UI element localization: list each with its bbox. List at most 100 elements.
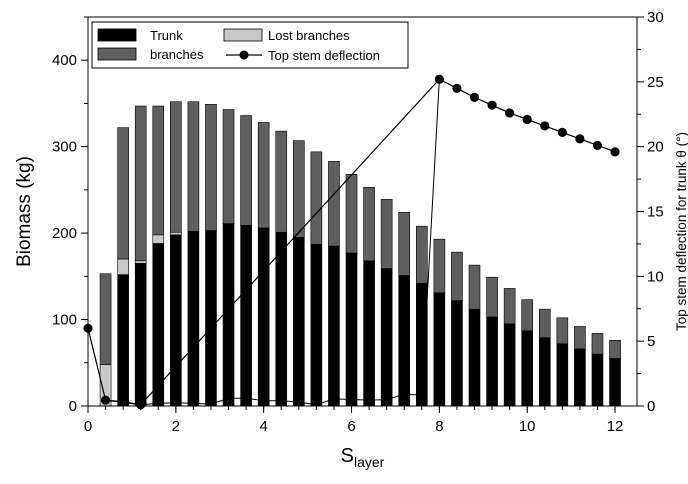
deflection-point-7 xyxy=(505,108,515,118)
y2-tick-label-10: 10 xyxy=(647,268,664,285)
legend-label-branches: branches xyxy=(150,47,204,62)
x-tick-label-10: 10 xyxy=(519,418,536,435)
bar-branches-3 xyxy=(152,105,165,236)
deflection-point-13 xyxy=(610,147,620,157)
bar-trunk-9 xyxy=(257,227,270,407)
bar-trunk-21 xyxy=(468,308,481,407)
y-tick-label-0: 0 xyxy=(69,398,77,415)
bar-trunk-8 xyxy=(240,225,252,407)
legend-swatch-trunk xyxy=(97,28,137,42)
bar-branches-16 xyxy=(380,199,393,269)
legend: Trunk Lost branches branches Top stem de… xyxy=(91,21,409,69)
x-tick-label-8: 8 xyxy=(435,418,443,435)
deflection-thin-line-layer xyxy=(105,79,440,406)
bar-lost-branches-1 xyxy=(117,258,129,275)
bar-trunk-20 xyxy=(451,300,463,407)
bar-branches-12 xyxy=(310,151,323,245)
bar-branches-29 xyxy=(609,339,621,359)
y-axis-label: Biomass (kg) xyxy=(14,156,35,267)
deflection-point-1 xyxy=(100,395,111,405)
bar-branches-6 xyxy=(205,104,217,231)
bar-trunk-24 xyxy=(521,330,534,407)
deflection-point-10 xyxy=(557,127,567,137)
bar-branches-27 xyxy=(574,326,586,350)
bar-trunk-25 xyxy=(538,337,551,407)
y2-tick-label-25: 25 xyxy=(647,74,664,91)
bar-branches-10 xyxy=(275,130,288,233)
x-axis-label-subscript: layer xyxy=(354,454,385,470)
bar-trunk-10 xyxy=(275,231,288,407)
legend-marker-deflection xyxy=(239,50,249,60)
bar-trunk-17 xyxy=(398,275,411,407)
y2-tick-label-0: 0 xyxy=(647,398,655,415)
deflection-point-4 xyxy=(452,83,462,93)
bar-lost-branches-2 xyxy=(134,260,147,264)
y-tick-label-100: 100 xyxy=(52,312,77,329)
bar-trunk-22 xyxy=(486,316,498,407)
bar-trunk-12 xyxy=(310,244,323,407)
bar-trunk-19 xyxy=(433,292,446,407)
bar-branches-11 xyxy=(293,140,305,238)
bar-branches-8 xyxy=(240,115,252,226)
bar-trunk-26 xyxy=(556,343,569,407)
bar-branches-18 xyxy=(415,225,428,284)
bar-branches-21 xyxy=(468,264,481,310)
bar-branches-26 xyxy=(556,317,569,345)
y2-tick-label-30: 30 xyxy=(647,9,664,26)
y-tick-label-200: 200 xyxy=(52,225,77,242)
bar-branches-15 xyxy=(363,187,375,262)
deflection-thin-line xyxy=(105,79,440,406)
bar-trunk-13 xyxy=(328,245,340,407)
bar-trunk-5 xyxy=(187,231,200,407)
x-axis-label: Slayer xyxy=(341,445,385,470)
y2-tick-label-15: 15 xyxy=(647,204,664,221)
legend-swatch-lost-branches xyxy=(223,28,263,42)
bar-branches-4 xyxy=(170,101,182,233)
bar-trunk-1 xyxy=(117,274,129,407)
deflection-line-layer xyxy=(83,74,620,410)
bar-trunk-7 xyxy=(222,223,235,407)
x-axis-label-main: S xyxy=(341,445,354,467)
bar-trunk-2 xyxy=(134,263,147,407)
bar-branches-14 xyxy=(345,174,358,254)
bar-trunk-28 xyxy=(591,353,604,407)
bar-branches-9 xyxy=(257,122,270,229)
legend-label-trunk: Trunk xyxy=(150,28,183,43)
x-axis: 0 2 4 6 8 10 12 xyxy=(84,406,623,435)
y-tick-label-400: 400 xyxy=(52,52,77,69)
legend-label-deflection: Top stem deflection xyxy=(268,48,380,63)
deflection-point-5 xyxy=(469,92,480,102)
bar-branches-13 xyxy=(328,161,340,247)
bar-branches-20 xyxy=(451,251,463,301)
y-axis-left: 0 100 200 300 400 xyxy=(52,16,88,415)
bar-trunk-15 xyxy=(363,260,375,407)
deflection-point-3 xyxy=(434,74,444,84)
y2-tick-label-20: 20 xyxy=(647,139,664,156)
bar-trunk-14 xyxy=(345,252,358,407)
y2-axis-label: Top stem deflection for trunk θ (°) xyxy=(674,132,688,331)
bar-trunk-4 xyxy=(170,234,182,407)
bar-trunk-11 xyxy=(293,237,305,407)
y-tick-label-300: 300 xyxy=(52,139,77,156)
deflection-point-11 xyxy=(575,134,585,144)
deflection-point-12 xyxy=(592,140,603,150)
bar-branches-5 xyxy=(187,101,200,232)
bar-trunk-6 xyxy=(205,230,217,407)
y2-tick-label-5: 5 xyxy=(647,333,655,350)
bar-branches-1 xyxy=(117,127,129,260)
bar-trunk-16 xyxy=(380,268,393,407)
bar-branches-17 xyxy=(398,212,411,276)
bar-branches-2 xyxy=(134,105,147,262)
bar-branches-28 xyxy=(591,333,604,355)
bar-branches-23 xyxy=(503,288,516,325)
deflection-point-6 xyxy=(487,100,497,110)
x-tick-label-4: 4 xyxy=(260,418,268,435)
legend-swatch-branches xyxy=(97,47,137,61)
legend-label-lost-branches: Lost branches xyxy=(268,28,350,43)
deflection-point-8 xyxy=(522,114,532,125)
bar-trunk-27 xyxy=(574,348,586,407)
bar-trunk-29 xyxy=(609,358,621,407)
y-axis-right: 0 5 10 15 20 25 30 xyxy=(637,9,664,415)
